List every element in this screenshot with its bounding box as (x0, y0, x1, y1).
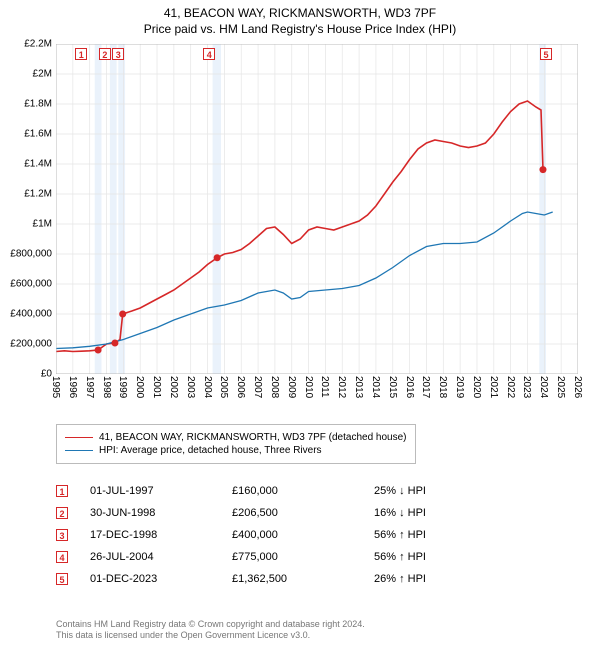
legend-item-hpi: HPI: Average price, detached house, Thre… (65, 444, 407, 457)
x-tick-label: 1999 (117, 376, 128, 398)
x-tick-label: 2023 (521, 376, 532, 398)
x-tick-label: 2000 (134, 376, 145, 398)
x-tick-label: 2016 (404, 376, 415, 398)
x-tick-label: 2022 (505, 376, 516, 398)
event-date: 26-JUL-2004 (90, 551, 210, 563)
y-tick-label: £1.8M (24, 99, 56, 110)
x-tick-label: 2011 (319, 376, 330, 398)
x-tick-label: 1996 (67, 376, 78, 398)
y-tick-label: £400,000 (10, 309, 56, 320)
x-tick-label: 2015 (387, 376, 398, 398)
x-tick-label: 2013 (353, 376, 364, 398)
event-marker-1: 1 (75, 48, 87, 60)
event-marker-1: 1 (56, 485, 68, 497)
event-date: 30-JUN-1998 (90, 507, 210, 519)
credits-line1: Contains HM Land Registry data © Crown c… (56, 619, 578, 631)
x-tick-label: 2017 (420, 376, 431, 398)
x-tick-label: 2005 (218, 376, 229, 398)
y-tick-label: £200,000 (10, 339, 56, 350)
event-marker-2: 2 (56, 507, 68, 519)
legend-label: 41, BEACON WAY, RICKMANSWORTH, WD3 7PF (… (99, 432, 407, 443)
y-tick-label: £800,000 (10, 249, 56, 260)
x-tick-label: 2010 (303, 376, 314, 398)
x-tick-label: 2026 (572, 376, 583, 398)
y-tick-label: £2.2M (24, 39, 56, 50)
y-tick-label: £1M (33, 219, 56, 230)
x-tick-label: 2009 (286, 376, 297, 398)
price-events-table: 1 01-JUL-1997 £160,000 25% ↓ HPI 2 30-JUN-199… (56, 480, 578, 590)
event-date: 01-DEC-2023 (90, 573, 210, 585)
event-price: £206,500 (232, 507, 352, 519)
event-pct: 26% ↑ HPI (374, 573, 474, 585)
x-tick-label: 2020 (471, 376, 482, 398)
x-tick-label: 2019 (454, 376, 465, 398)
x-tick-label: 1998 (101, 376, 112, 398)
chart-title: 41, BEACON WAY, RICKMANSWORTH, WD3 7PF P… (0, 0, 600, 37)
x-tick-label: 2008 (269, 376, 280, 398)
price-event-row: 4 26-JUL-2004 £775,000 56% ↑ HPI (56, 546, 578, 568)
credits: Contains HM Land Registry data © Crown c… (56, 619, 578, 642)
event-price: £400,000 (232, 529, 352, 541)
credits-line2: This data is licensed under the Open Gov… (56, 630, 578, 642)
x-tick-label: 1997 (84, 376, 95, 398)
event-pct: 25% ↓ HPI (374, 485, 474, 497)
x-tick-label: 2004 (202, 376, 213, 398)
legend-swatch (65, 450, 93, 451)
legend-item-price-paid: 41, BEACON WAY, RICKMANSWORTH, WD3 7PF (… (65, 431, 407, 444)
title-line1: 41, BEACON WAY, RICKMANSWORTH, WD3 7PF (0, 6, 600, 22)
y-tick-label: £1.6M (24, 129, 56, 140)
x-tick-label: 2025 (555, 376, 566, 398)
legend-label: HPI: Average price, detached house, Thre… (99, 445, 322, 456)
event-marker-4: 4 (203, 48, 215, 60)
x-tick-label: 2018 (437, 376, 448, 398)
x-tick-label: 2002 (168, 376, 179, 398)
x-tick-label: 2001 (151, 376, 162, 398)
y-tick-label: £1.2M (24, 189, 56, 200)
legend: 41, BEACON WAY, RICKMANSWORTH, WD3 7PF (… (56, 424, 416, 464)
price-event-row: 3 17-DEC-1998 £400,000 56% ↑ HPI (56, 524, 578, 546)
event-marker-3: 3 (56, 529, 68, 541)
x-tick-label: 2014 (370, 376, 381, 398)
chart-plot-area: £0£200,000£400,000£600,000£800,000£1M£1.… (56, 44, 578, 374)
event-marker-2: 2 (99, 48, 111, 60)
event-pct: 16% ↓ HPI (374, 507, 474, 519)
event-marker-5: 5 (540, 48, 552, 60)
price-event-row: 5 01-DEC-2023 £1,362,500 26% ↑ HPI (56, 568, 578, 590)
x-tick-label: 2024 (538, 376, 549, 398)
event-marker-3: 3 (112, 48, 124, 60)
x-tick-label: 2007 (252, 376, 263, 398)
event-pct: 56% ↑ HPI (374, 529, 474, 541)
legend-swatch (65, 437, 93, 438)
x-tick-label: 1995 (50, 376, 61, 398)
event-marker-4: 4 (56, 551, 68, 563)
price-event-row: 1 01-JUL-1997 £160,000 25% ↓ HPI (56, 480, 578, 502)
y-tick-label: £2M (33, 69, 56, 80)
x-tick-label: 2003 (185, 376, 196, 398)
event-date: 17-DEC-1998 (90, 529, 210, 541)
x-tick-label: 2012 (336, 376, 347, 398)
event-marker-5: 5 (56, 573, 68, 585)
event-pct: 56% ↑ HPI (374, 551, 474, 563)
y-tick-label: £600,000 (10, 279, 56, 290)
event-price: £160,000 (232, 485, 352, 497)
price-event-row: 2 30-JUN-1998 £206,500 16% ↓ HPI (56, 502, 578, 524)
x-tick-label: 2006 (235, 376, 246, 398)
event-price: £1,362,500 (232, 573, 352, 585)
event-date: 01-JUL-1997 (90, 485, 210, 497)
x-tick-label: 2021 (488, 376, 499, 398)
title-line2: Price paid vs. HM Land Registry's House … (0, 22, 600, 38)
event-price: £775,000 (232, 551, 352, 563)
y-tick-label: £1.4M (24, 159, 56, 170)
